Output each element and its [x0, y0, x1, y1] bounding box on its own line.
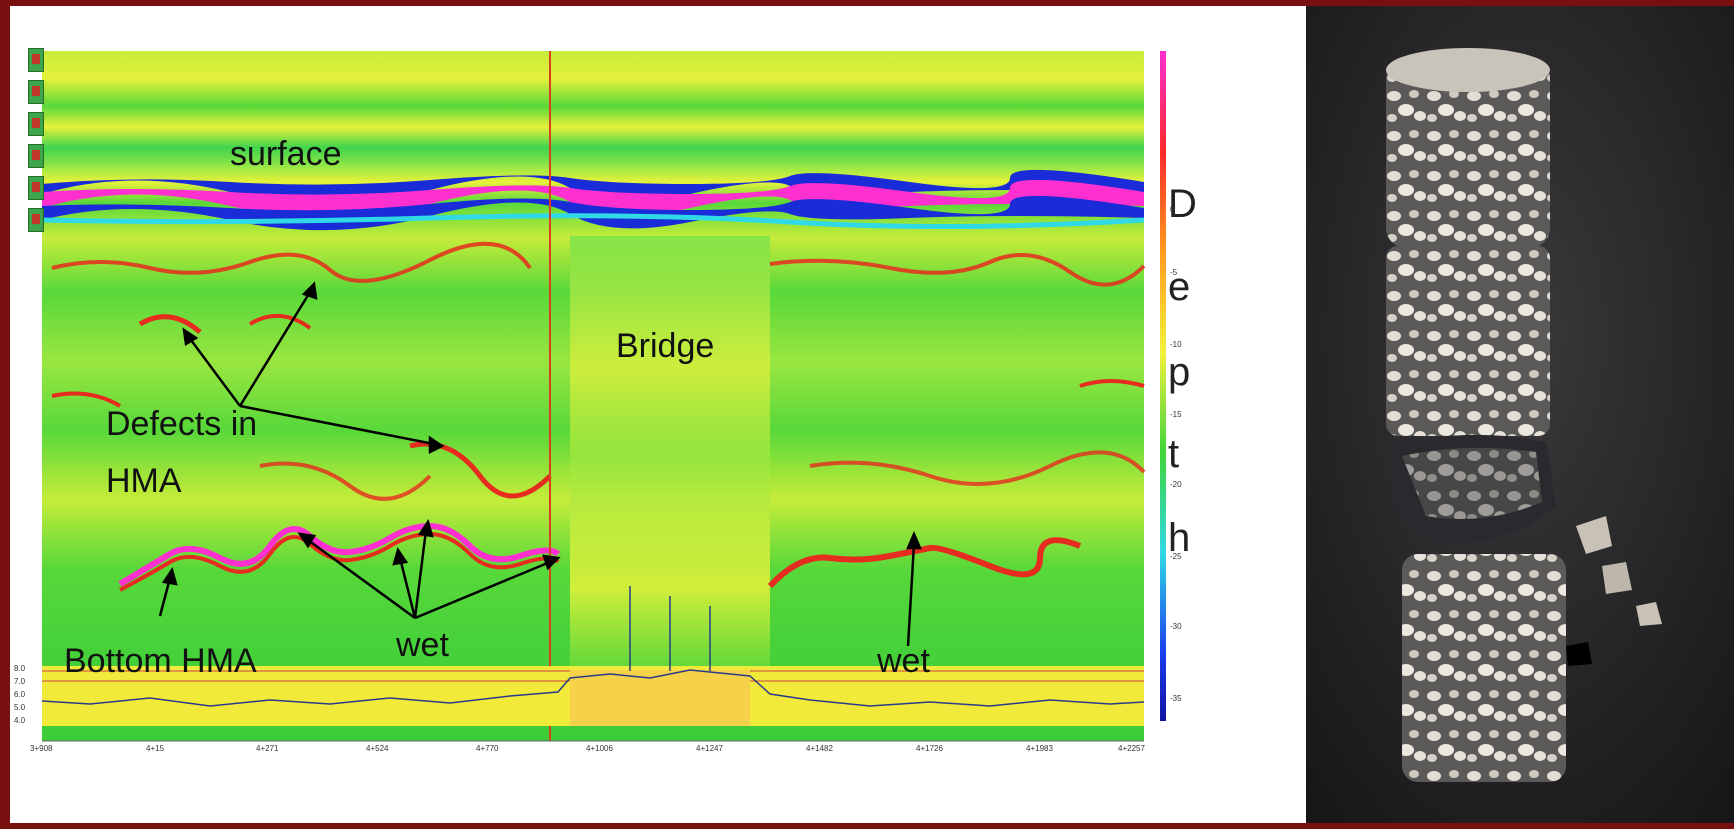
distance-tick: 4+271 [256, 744, 279, 753]
label-defects-line2: HMA [106, 462, 182, 500]
core-segment-middle [1386, 246, 1550, 436]
arrow-icon [32, 118, 40, 128]
annotation-arrows [158, 281, 922, 647]
trace-tick: 8.0 [14, 664, 26, 673]
depth-tick: -10 [1170, 340, 1182, 349]
trace-tick: 6.0 [14, 690, 26, 699]
distance-tick: 4+15 [146, 744, 165, 753]
toolbar-button-1[interactable] [28, 48, 44, 72]
partial-letter-3: p [1168, 350, 1191, 394]
partial-letter-5: h [1168, 516, 1191, 560]
cross-icon [32, 86, 40, 96]
cross-icon [32, 150, 40, 160]
distance-tick: 4+1726 [916, 744, 943, 753]
depth-tick: -20 [1170, 480, 1182, 489]
label-bridge: Bridge [616, 327, 715, 365]
distance-tick: 4+1482 [806, 744, 833, 753]
surface-magenta-band [42, 179, 1144, 218]
partial-letter-2: e [1168, 265, 1191, 309]
distance-tick: 4+770 [476, 744, 499, 753]
core-segment-top [1386, 58, 1550, 248]
trace-line [41, 669, 1145, 707]
grid-icon [32, 182, 40, 192]
label-bottom-hma: Bottom HMA [64, 642, 257, 680]
bottom-hma-reflection-right [767, 537, 1082, 589]
label-defects-line1: Defects in [106, 405, 258, 443]
bottom-hma-reflection-left [118, 522, 561, 587]
colorbar [1160, 51, 1166, 721]
distance-tick: 4+1983 [1026, 744, 1053, 753]
label-surface: surface [230, 135, 342, 173]
depth-tick: -15 [1170, 410, 1182, 419]
core-sample-photo [1306, 6, 1734, 823]
distance-tick: 3+908 [30, 744, 53, 753]
distance-tick: 4+2257 [1118, 744, 1145, 753]
partial-letter-4: t [1168, 432, 1180, 476]
flag-icon [32, 54, 40, 64]
gpr-radargram [41, 51, 1166, 742]
distance-tick: 4+1006 [586, 744, 613, 753]
depth-tick: -30 [1170, 622, 1182, 631]
core-segment-bottom [1402, 554, 1566, 782]
trace-tick: 5.0 [14, 703, 26, 712]
toolbar-button-2[interactable] [28, 80, 44, 104]
partial-letter-1: D [1168, 182, 1197, 226]
marker-icon [32, 214, 40, 224]
depth-tick: -25 [1170, 552, 1182, 561]
depth-tick: -5 [1170, 268, 1178, 277]
toolbar-button-3[interactable] [28, 112, 44, 136]
toolbar-button-6[interactable] [28, 208, 44, 232]
distance-tick: 4+524 [366, 744, 389, 753]
trace-tick: 4.0 [14, 716, 26, 725]
label-wet-right: wet [877, 642, 930, 680]
toolbar-button-4[interactable] [28, 144, 44, 168]
label-wet-left: wet [396, 626, 449, 664]
toolbar-button-5[interactable] [28, 176, 44, 200]
depth-tick: 0 [1170, 205, 1175, 214]
trace-tick: 7.0 [14, 677, 26, 686]
depth-tick: -35 [1170, 694, 1182, 703]
distance-tick: 4+1247 [696, 744, 723, 753]
